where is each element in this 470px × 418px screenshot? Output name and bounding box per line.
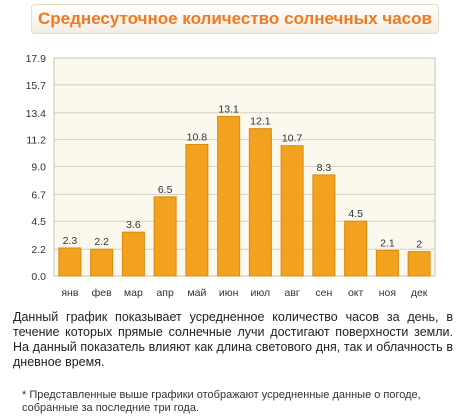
- footnote: * Представленные выше графики отображают…: [22, 389, 421, 414]
- x-tick-label: май: [187, 287, 206, 299]
- x-tick-label: июл: [251, 287, 271, 299]
- x-tick-label: июн: [219, 287, 239, 299]
- value-label: 13.1: [218, 103, 239, 115]
- bar-мар: [121, 231, 145, 277]
- x-tick-label: дек: [411, 287, 428, 299]
- value-labels: 2.3 2.2 3.6 6.5 10.8 13.1 12.1 10.7 8.3 4.5 2.1 2: [63, 103, 423, 250]
- y-tick-label: 17.9: [26, 53, 47, 65]
- y-tick-label: 11.2: [26, 135, 46, 147]
- bar-ноя: [375, 249, 399, 277]
- plot-area: [53, 57, 436, 277]
- y-tick-label: 0.0: [31, 271, 46, 283]
- x-tick-label: авг: [285, 287, 300, 299]
- bar-авг: [280, 145, 304, 277]
- y-tick-label: 4.5: [31, 216, 46, 228]
- bar-май: [185, 143, 209, 277]
- y-tick-label: 2.2: [31, 244, 46, 256]
- y-tick-label: 15.7: [26, 80, 47, 92]
- sunshine-bar-chart: 0.0 2.2 4.5 6.7 9.0 11.2 13.4 15.7 17.9 2.3 2.2 3.…: [26, 53, 436, 299]
- y-tick-label: 13.4: [26, 108, 47, 120]
- bar-июн: [217, 115, 241, 277]
- x-axis-ticks: янв фев мар апр май июн июл авг сен окт ноя дек: [61, 287, 427, 299]
- value-label: 12.1: [250, 116, 271, 128]
- value-label: 2.3: [63, 235, 78, 247]
- chart-title-bar: Среднесуточное количество солнечных часо…: [31, 4, 439, 34]
- value-label: 6.5: [158, 184, 173, 196]
- value-label: 10.7: [282, 133, 303, 145]
- grid-lines: [54, 84, 435, 250]
- bar-июл: [248, 128, 272, 277]
- x-tick-label: апр: [156, 287, 174, 299]
- x-tick-label: мар: [124, 287, 143, 299]
- chart-description: Данный график показывает усредненное кол…: [13, 310, 453, 369]
- chart-title: Среднесуточное количество солнечных часо…: [38, 9, 432, 28]
- bar-апр: [153, 196, 177, 277]
- value-label: 2: [416, 239, 422, 251]
- y-axis-ticks: 0.0 2.2 4.5 6.7 9.0 11.2 13.4 15.7 17.9: [26, 53, 47, 283]
- value-label: 8.3: [317, 162, 332, 174]
- x-tick-label: ноя: [379, 287, 396, 299]
- x-tick-label: янв: [61, 287, 78, 299]
- value-label: 10.8: [187, 131, 208, 143]
- y-tick-label: 6.7: [31, 189, 46, 201]
- x-tick-label: сен: [315, 287, 332, 299]
- value-label: 2.1: [380, 237, 395, 249]
- x-tick-label: фев: [92, 287, 112, 299]
- value-label: 2.2: [94, 236, 109, 248]
- bar-фев: [90, 248, 114, 277]
- value-label: 3.6: [126, 219, 141, 231]
- y-tick-label: 9.0: [31, 161, 46, 173]
- bar-дек: [407, 251, 431, 277]
- x-tick-label: окт: [348, 287, 364, 299]
- bars: [58, 115, 431, 277]
- bar-сен: [312, 174, 336, 277]
- value-label: 4.5: [348, 208, 363, 220]
- bar-окт: [344, 220, 368, 277]
- bar-янв: [58, 247, 82, 277]
